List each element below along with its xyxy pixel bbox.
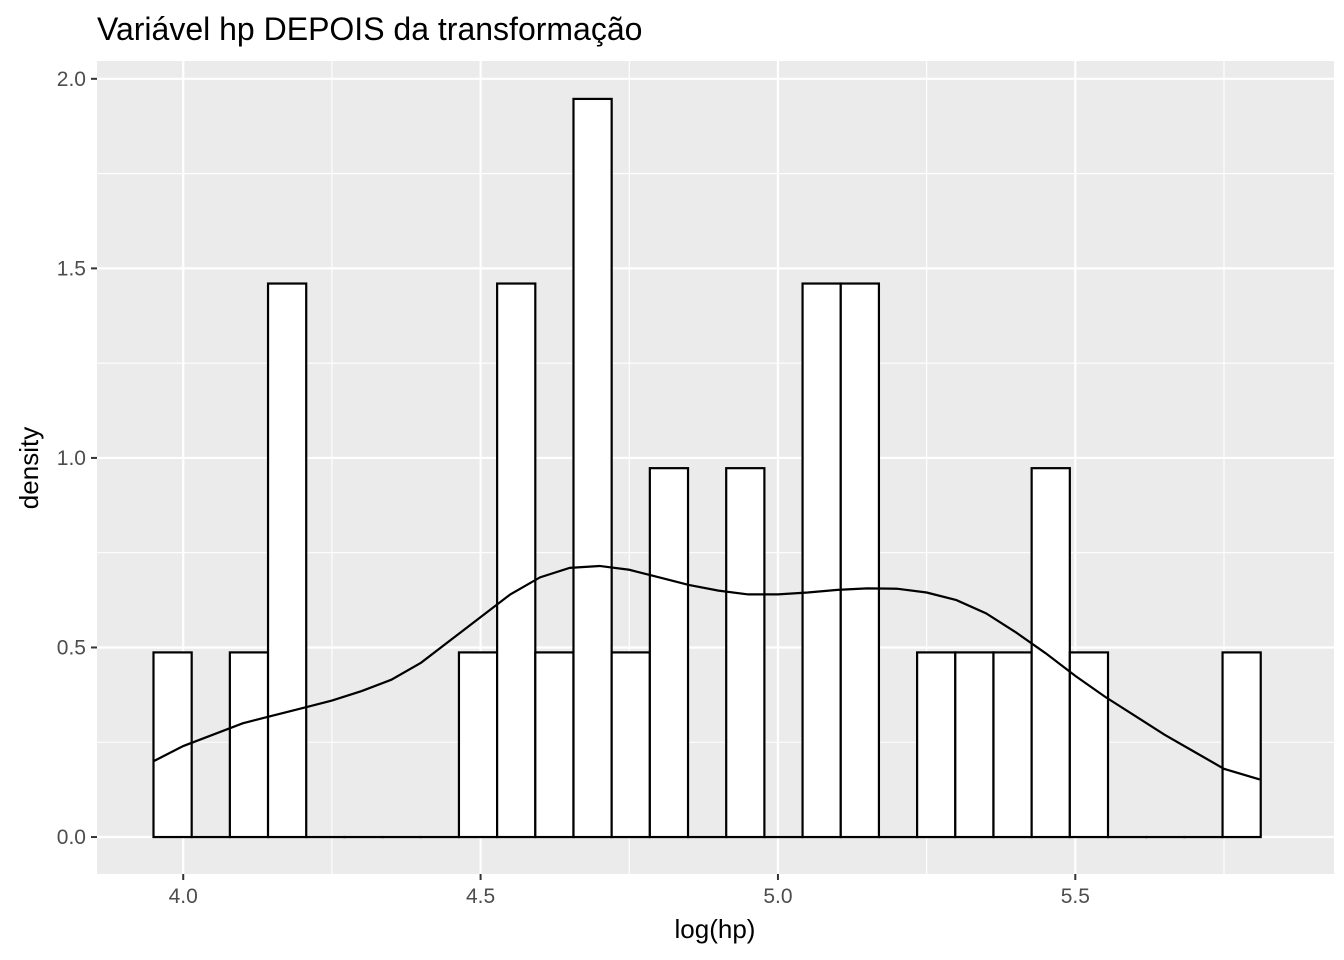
histogram-bars bbox=[152, 97, 1262, 839]
histogram-bar bbox=[266, 282, 308, 839]
histogram-bar bbox=[457, 651, 499, 839]
x-tick-label: 4.0 bbox=[169, 885, 198, 908]
histogram-bar bbox=[916, 651, 957, 839]
histogram-bar bbox=[572, 97, 613, 839]
x-tick-label: 5.5 bbox=[1061, 885, 1090, 908]
y-tick-label: 1.5 bbox=[57, 257, 86, 280]
y-axis-title: density bbox=[14, 427, 44, 509]
y-tick-label: 2.0 bbox=[57, 68, 86, 91]
x-tick-label: 5.0 bbox=[763, 885, 792, 908]
histogram-bar bbox=[801, 282, 842, 839]
x-tick-label: 4.5 bbox=[466, 885, 495, 908]
y-axis: 0.0 0.5 1.0 1.5 2.0 bbox=[57, 68, 97, 849]
histogram-bar bbox=[725, 467, 766, 839]
histogram-bar bbox=[1068, 651, 1110, 839]
minor-gridlines bbox=[97, 61, 1334, 874]
x-axis-title: log(hp) bbox=[675, 914, 756, 944]
histogram-bar bbox=[228, 651, 270, 839]
chart-title: Variável hp DEPOIS da transformação bbox=[97, 11, 642, 47]
density-curve bbox=[153, 564, 1260, 781]
y-tick-label: 0.0 bbox=[57, 826, 86, 849]
histogram-bar bbox=[648, 467, 690, 839]
histogram-bar bbox=[610, 651, 651, 839]
histogram-bar bbox=[534, 651, 575, 839]
x-axis: 4.0 4.5 5.0 5.5 bbox=[169, 874, 1090, 908]
histogram-bar bbox=[496, 282, 537, 839]
histogram-bar bbox=[1030, 467, 1071, 839]
histogram-bar bbox=[1221, 651, 1262, 839]
histogram-bar bbox=[992, 651, 1033, 839]
histogram-bar bbox=[839, 282, 881, 839]
histogram-bar bbox=[954, 651, 995, 839]
y-tick-label: 1.0 bbox=[57, 447, 86, 470]
y-tick-label: 0.5 bbox=[57, 636, 86, 659]
histogram-bar bbox=[152, 651, 193, 839]
